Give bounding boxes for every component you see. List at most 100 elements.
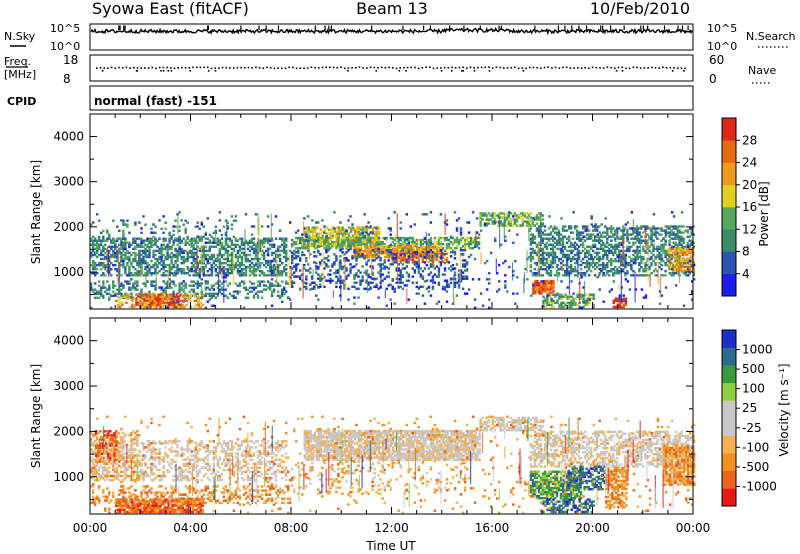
power-cell — [555, 231, 559, 234]
power-cell — [319, 285, 322, 289]
freq-point — [388, 66, 390, 69]
power-cell — [604, 268, 607, 271]
power-cell — [212, 265, 216, 269]
power-cell — [142, 257, 145, 261]
power-cell — [367, 256, 371, 259]
power-cell — [385, 249, 388, 252]
power-cell — [276, 263, 280, 267]
power-cell — [182, 300, 185, 303]
power-cell — [96, 263, 99, 267]
power-cell — [459, 253, 463, 256]
power-cell — [408, 245, 411, 249]
power-cell — [664, 253, 667, 257]
power-cell — [155, 299, 158, 303]
power-cell — [626, 245, 629, 249]
power-cell — [315, 232, 319, 235]
power-cell — [424, 249, 427, 253]
power-cell — [250, 241, 254, 245]
power-cell — [579, 259, 583, 263]
power-cell — [157, 297, 160, 300]
power-cell — [547, 243, 551, 247]
power-cell — [90, 255, 93, 259]
power-cell — [533, 261, 537, 265]
power-cell — [164, 245, 167, 249]
power-cell — [678, 231, 681, 234]
power-cell — [115, 299, 118, 303]
power-cell — [339, 247, 342, 250]
power-cell — [116, 292, 119, 296]
power-cell — [449, 240, 453, 244]
power-cell — [168, 282, 171, 285]
power-cell — [192, 263, 195, 267]
power-cell — [371, 236, 374, 240]
power-cell — [317, 234, 321, 238]
power-cell — [135, 293, 138, 296]
power-cell — [240, 243, 244, 247]
power-cell — [204, 257, 208, 261]
power-cell — [632, 257, 635, 261]
power-cell — [573, 257, 577, 261]
freq-point — [177, 67, 179, 69]
power-cell — [140, 253, 143, 257]
power-cell — [610, 249, 613, 253]
power-cell — [410, 249, 413, 253]
power-cell — [411, 256, 415, 259]
power-cell — [602, 265, 605, 269]
power-cell — [535, 216, 539, 219]
power-cell — [397, 242, 400, 246]
power-cell — [675, 249, 679, 252]
power-cell — [656, 270, 659, 273]
power-cell — [337, 226, 341, 229]
power-cell — [624, 263, 627, 267]
power-cell — [175, 303, 178, 307]
power-cell — [371, 238, 375, 242]
power-cell — [423, 261, 427, 264]
power-cell — [455, 236, 459, 240]
power-cell — [438, 256, 441, 259]
power-cell — [542, 282, 545, 285]
power-cell — [459, 271, 463, 274]
power-cell — [248, 268, 252, 271]
power-cell — [321, 234, 325, 238]
power-cell — [232, 263, 236, 267]
power-cell — [238, 274, 242, 277]
power-cell — [606, 257, 609, 261]
power-cell — [315, 268, 318, 271]
power-cell — [178, 211, 181, 214]
power-cell — [134, 259, 137, 263]
power-cell — [325, 236, 328, 240]
power-cell — [481, 212, 484, 215]
power-cell — [254, 247, 258, 251]
power-cell — [153, 303, 156, 307]
power-cell — [614, 265, 617, 269]
power-cell — [96, 241, 99, 245]
power-cell — [347, 259, 350, 262]
power-cell — [303, 234, 307, 238]
power-cell — [166, 284, 169, 287]
power-cell — [228, 253, 232, 257]
power-cell — [553, 255, 557, 259]
power-cell — [521, 222, 525, 225]
power-cell — [240, 274, 244, 277]
power-cell — [126, 274, 129, 277]
power-cell — [142, 282, 145, 285]
power-cell — [575, 225, 579, 228]
power-cell — [602, 253, 605, 257]
power-cell — [216, 274, 220, 277]
power-cell — [170, 261, 173, 265]
power-cell — [357, 255, 360, 259]
power-cell — [218, 229, 222, 232]
power-cell — [327, 273, 330, 276]
power-cell — [453, 240, 457, 244]
power-cell — [463, 242, 467, 246]
power-cell — [525, 224, 529, 227]
power-cell — [399, 277, 402, 280]
power-cell — [236, 259, 240, 263]
power-cell — [381, 273, 384, 276]
power-cell — [568, 305, 571, 309]
power-cell — [152, 253, 155, 257]
power-cell — [373, 234, 377, 238]
power-cell — [325, 249, 328, 252]
power-cell — [114, 294, 117, 297]
freq-point — [621, 66, 623, 69]
